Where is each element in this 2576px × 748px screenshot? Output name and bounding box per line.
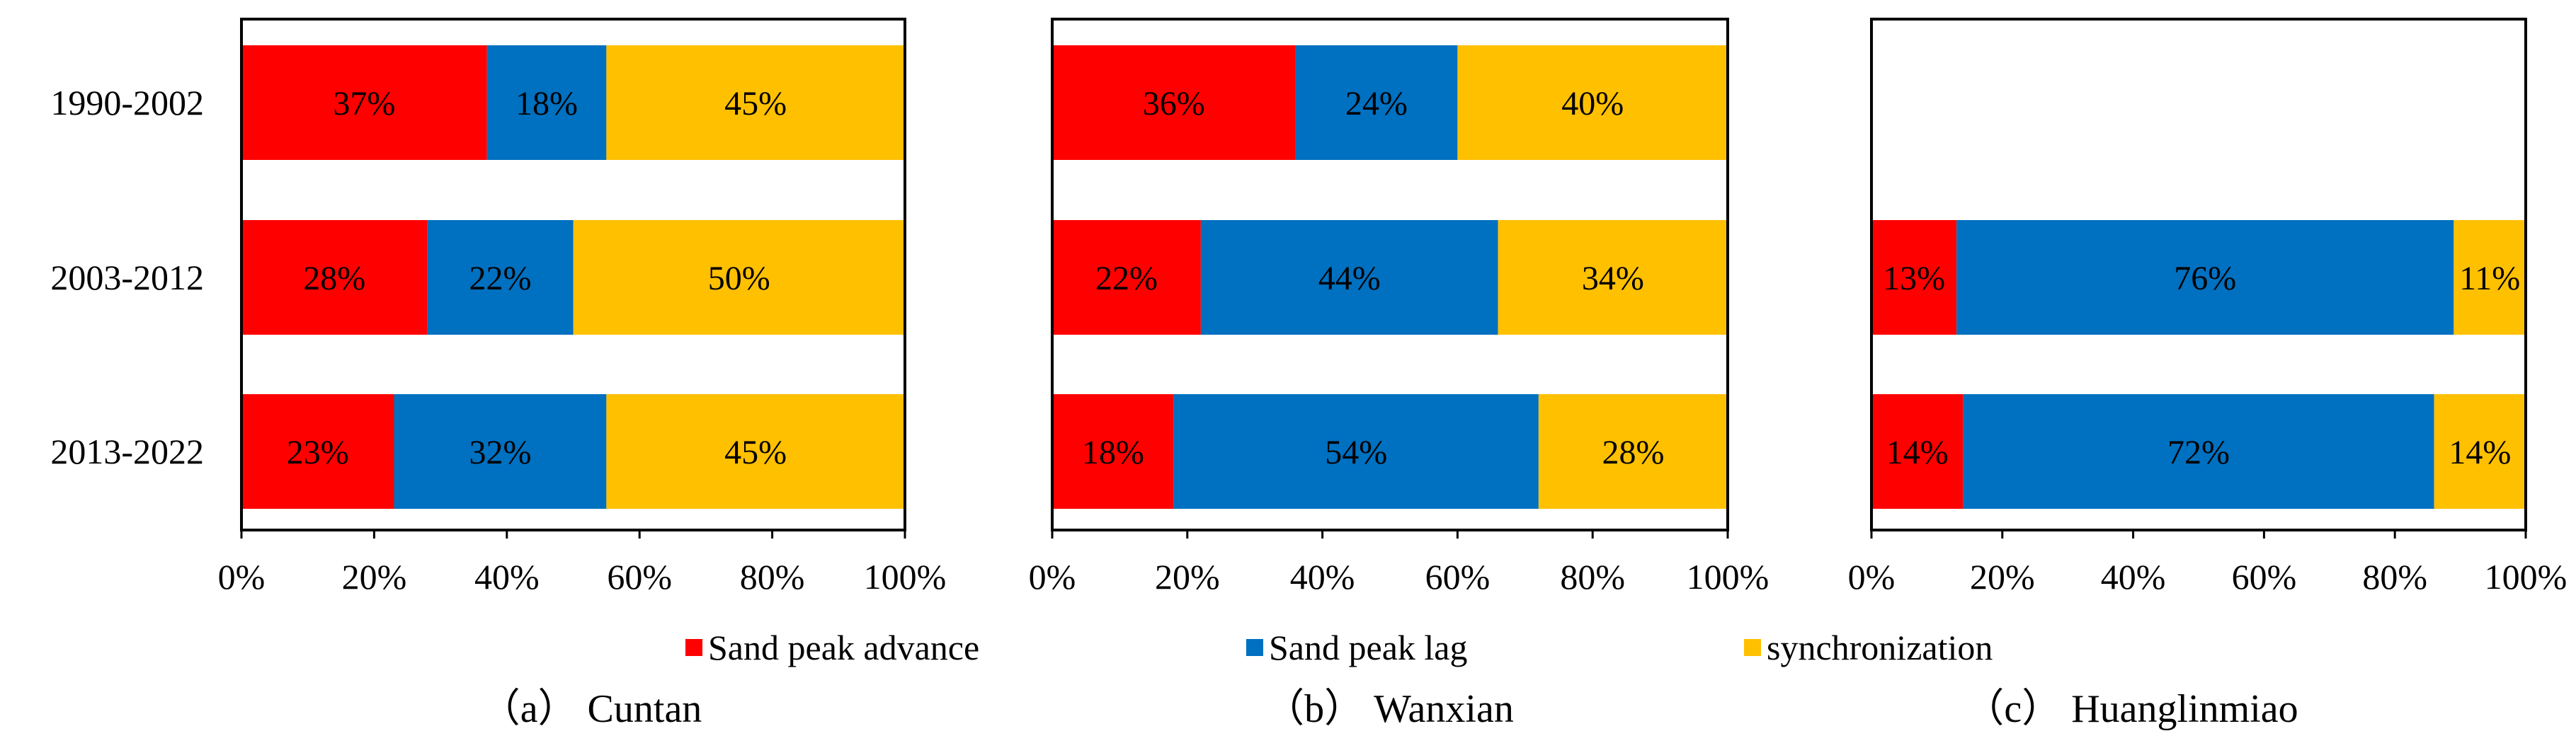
legend: Sand peak advance Sand peak lag synchroniz… [685, 628, 1993, 667]
x-tick-label: 20% [342, 557, 407, 597]
x-tick-label: 0% [1029, 557, 1076, 597]
plot-frame [240, 18, 906, 531]
bar-segment [1871, 394, 1964, 509]
data-label: 32% [469, 434, 531, 471]
x-tick-label: 0% [218, 557, 266, 597]
data-label: 54% [1325, 434, 1387, 471]
legend-label: synchronization [1767, 628, 1993, 667]
data-label: 36% [1143, 85, 1205, 122]
bar-segment [1871, 220, 1957, 335]
data-label: 28% [303, 260, 365, 297]
x-tick-label: 100% [2485, 557, 2568, 597]
bar-segment [2434, 394, 2526, 509]
x-tick-label: 60% [2232, 557, 2297, 597]
x-tick-label: 40% [2101, 557, 2166, 597]
bar-segment [1052, 220, 1201, 335]
data-label: 45% [724, 85, 787, 122]
panel-caption: （c） Huanglinmiao [1964, 687, 2298, 731]
bar-segment [2454, 220, 2526, 335]
bar-segment [606, 45, 905, 160]
data-label: 72% [2167, 434, 2230, 471]
panel-caption: （a） Cuntan [481, 687, 702, 731]
x-tick-label: 20% [1970, 557, 2035, 597]
chart-panel-1: 1990-2002 2003-2012 2013-2022 37% 18% 45% 28% 2… [50, 18, 947, 731]
plot-frame [1051, 18, 1729, 531]
data-label: 22% [469, 260, 531, 297]
data-label: 14% [2449, 434, 2511, 471]
x-tick-label: 80% [740, 557, 805, 597]
panel-caption: （b） Wanxian [1265, 687, 1514, 731]
bar-segment [1200, 220, 1498, 335]
x-tick-label: 40% [474, 557, 540, 597]
data-label: 44% [1318, 260, 1381, 297]
legend-swatch [1744, 639, 1761, 656]
x-tick-label: 80% [1560, 557, 1625, 597]
data-label: 24% [1345, 85, 1408, 122]
bar-segment [606, 394, 905, 509]
data-label: 18% [515, 85, 578, 122]
bar-segment [1457, 45, 1728, 160]
data-label: 37% [333, 85, 395, 122]
plot-frame [1870, 18, 2527, 531]
y-tick-label: 2003-2012 [50, 258, 204, 297]
legend-swatch [685, 639, 702, 656]
bar-segment [1498, 220, 1728, 335]
bar-segment [241, 220, 428, 335]
x-tick-label: 80% [2362, 557, 2427, 597]
data-label: 23% [287, 434, 349, 471]
x-tick-label: 60% [607, 557, 672, 597]
x-tick-label: 100% [1687, 557, 1769, 597]
legend-label: Sand peak advance [708, 628, 979, 667]
data-label: 18% [1082, 434, 1144, 471]
bar-segment [427, 220, 574, 335]
x-tick-label: 20% [1155, 557, 1220, 597]
bar-segment [573, 220, 905, 335]
data-label: 28% [1602, 434, 1664, 471]
data-label: 11% [2459, 260, 2520, 297]
data-label: 14% [1886, 434, 1949, 471]
x-tick-label: 40% [1290, 557, 1355, 597]
bar-segment [1052, 394, 1174, 509]
bar-segment [241, 394, 394, 509]
legend-swatch [1246, 639, 1263, 656]
bar-segment [1295, 45, 1458, 160]
bar-segment [1052, 45, 1296, 160]
bar-segment [394, 394, 607, 509]
bar-segment [1956, 220, 2454, 335]
y-tick-label: 2013-2022 [50, 432, 204, 471]
bar-segment [241, 45, 487, 160]
chart-panel-3: 13% 76% 11% 14% 72% 14% 0% 20% 40% 60% 80% 100% （c） … [1848, 18, 2568, 731]
data-label: 22% [1095, 260, 1158, 297]
bar-segment [1173, 394, 1539, 509]
data-label: 13% [1883, 260, 1945, 297]
data-label: 50% [708, 260, 770, 297]
bar-segment [1538, 394, 1728, 509]
data-label: 40% [1561, 85, 1624, 122]
x-tick-label: 0% [1848, 557, 1896, 597]
x-tick-label: 100% [864, 557, 947, 597]
data-label: 76% [2174, 260, 2236, 297]
chart-panel-2: 36% 24% 40% 22% 44% 34% 18% 54% 28% 0% 20% 40% 60% 80… [1029, 18, 1769, 731]
bar-segment [1963, 394, 2434, 509]
x-tick-label: 60% [1425, 557, 1491, 597]
bar-segment [486, 45, 607, 160]
legend-label: Sand peak lag [1269, 628, 1467, 667]
data-label: 45% [724, 434, 787, 471]
y-tick-label: 1990-2002 [50, 83, 204, 122]
data-label: 34% [1582, 260, 1644, 297]
